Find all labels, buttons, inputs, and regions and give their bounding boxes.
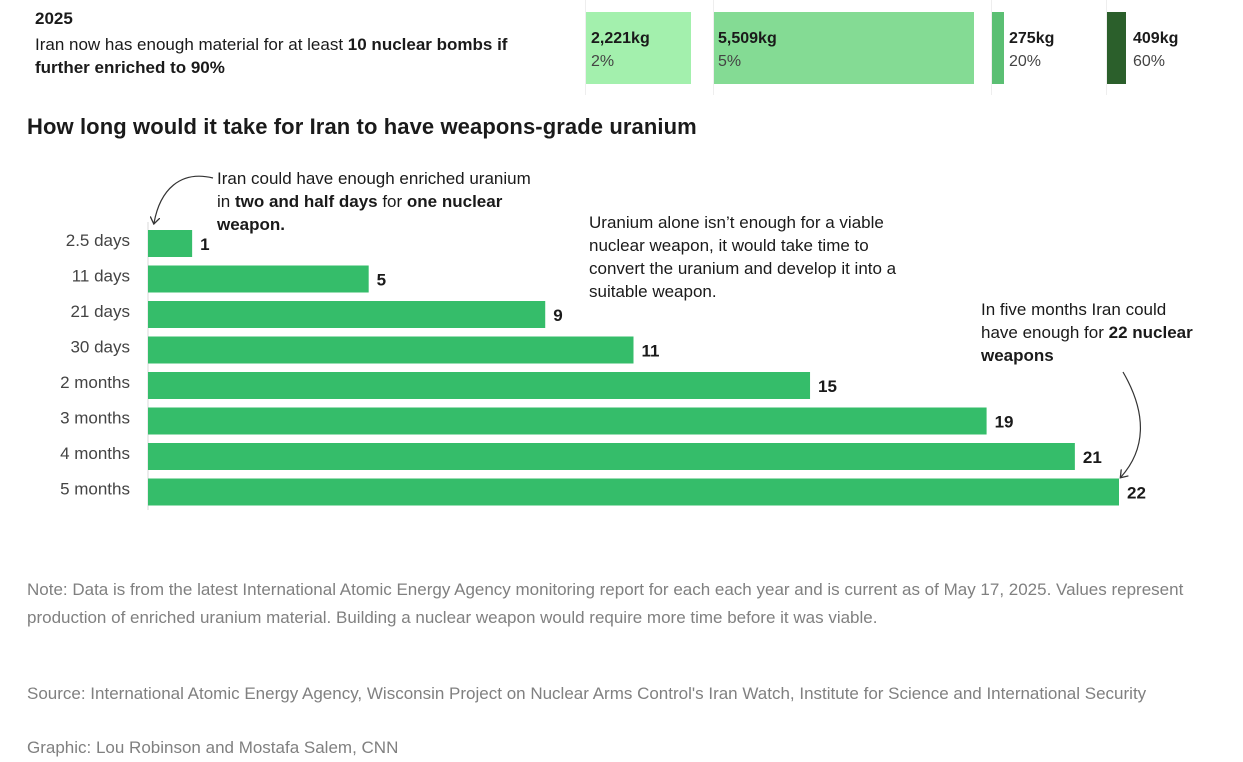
summary-text-plain: Iran now has enough material for at leas… bbox=[35, 35, 348, 54]
annotation-first-bold: two and half days bbox=[234, 192, 378, 211]
bar-2 bbox=[148, 265, 369, 293]
divider bbox=[585, 0, 586, 95]
category-label: 3 months bbox=[60, 409, 130, 428]
stock-bar-60pct bbox=[1107, 12, 1126, 84]
annotation-last: In five months Iran could have enough fo… bbox=[981, 298, 1201, 367]
stock-kg: 2,221kg bbox=[591, 30, 650, 47]
stock-kg: 275kg bbox=[1009, 30, 1055, 47]
value-label: 19 bbox=[995, 413, 1014, 432]
stock-bar-20pct bbox=[992, 12, 1004, 84]
bar-3 bbox=[148, 301, 546, 328]
bar-4 bbox=[148, 336, 634, 364]
bar-6 bbox=[148, 407, 987, 435]
summary-row: 2025 Iran now has enough material for at… bbox=[0, 0, 1243, 100]
category-label: 5 months bbox=[60, 480, 130, 499]
chart-source: Source: International Atomic Energy Agen… bbox=[27, 684, 1147, 703]
bar-chart: 2.5 days 1 11 days 5 21 days 9 30 days 11 2 mont… bbox=[60, 175, 1146, 510]
annotation-first-bold2: one nuclear weapon. bbox=[217, 192, 503, 234]
stock-label-5pct: 5,509kg 5% bbox=[718, 27, 777, 73]
stock-pct: 60% bbox=[1133, 53, 1166, 70]
stock-kg: 409kg bbox=[1133, 30, 1179, 47]
category-label: 30 days bbox=[70, 338, 130, 357]
stock-label-20pct: 275kg 20% bbox=[1009, 27, 1054, 73]
divider bbox=[1106, 0, 1107, 95]
stock-label-60pct: 409kg 60% bbox=[1133, 27, 1178, 73]
chart-note: Note: Data is from the latest Internatio… bbox=[27, 580, 1184, 627]
bar-8 bbox=[148, 478, 1119, 506]
annotation-last-bold: 22 nuclear weapons bbox=[981, 323, 1193, 365]
stock-pct: 20% bbox=[1009, 53, 1042, 70]
category-label: 2.5 days bbox=[66, 231, 130, 250]
bars-group: 2.5 days 1 11 days 5 21 days 9 30 days 11 2 mont… bbox=[60, 230, 1146, 506]
category-label: 4 months bbox=[60, 444, 130, 463]
value-label: 15 bbox=[818, 377, 837, 396]
stock-kg: 5,509kg bbox=[718, 30, 777, 47]
bar-7 bbox=[148, 443, 1075, 470]
summary-text: Iran now has enough material for at leas… bbox=[35, 33, 555, 79]
chart-credit: Graphic: Lou Robinson and Mostafa Salem,… bbox=[27, 738, 399, 757]
value-label: 22 bbox=[1127, 484, 1146, 503]
annotation-first-text2: for bbox=[377, 192, 407, 211]
annotation-first: Iran could have enough enriched uranium … bbox=[217, 167, 537, 236]
divider bbox=[991, 0, 992, 95]
value-label: 11 bbox=[642, 342, 660, 361]
annotation-middle: Uranium alone isn’t enough for a viable … bbox=[589, 213, 897, 301]
category-label: 21 days bbox=[70, 302, 130, 321]
value-label: 5 bbox=[377, 271, 386, 290]
stock-bar-5pct bbox=[714, 12, 974, 84]
divider bbox=[713, 0, 714, 95]
stock-pct: 2% bbox=[591, 53, 615, 70]
summary-text-bold: 10 nuclear bombs if further enriched to … bbox=[35, 35, 508, 77]
arrow-last bbox=[1121, 371, 1141, 477]
category-label: 2 months bbox=[60, 373, 130, 392]
stock-bar-2pct bbox=[586, 12, 691, 84]
arrow-first bbox=[154, 175, 214, 223]
value-label: 1 bbox=[200, 235, 209, 254]
bar-5 bbox=[148, 372, 811, 399]
chart-title: How long would it take for Iran to have … bbox=[27, 114, 697, 139]
bar-1 bbox=[148, 230, 193, 257]
annotation-first-text: Iran could have enough enriched uranium … bbox=[217, 169, 531, 211]
value-label: 9 bbox=[553, 306, 562, 325]
value-label: 21 bbox=[1083, 448, 1102, 467]
stock-pct: 5% bbox=[718, 53, 742, 70]
year-label: 2025 bbox=[35, 9, 73, 28]
annotation-last-text: In five months Iran could have enough fo… bbox=[981, 300, 1167, 342]
stock-label-2pct: 2,221kg 2% bbox=[591, 27, 650, 73]
category-label: 11 days bbox=[72, 267, 130, 286]
